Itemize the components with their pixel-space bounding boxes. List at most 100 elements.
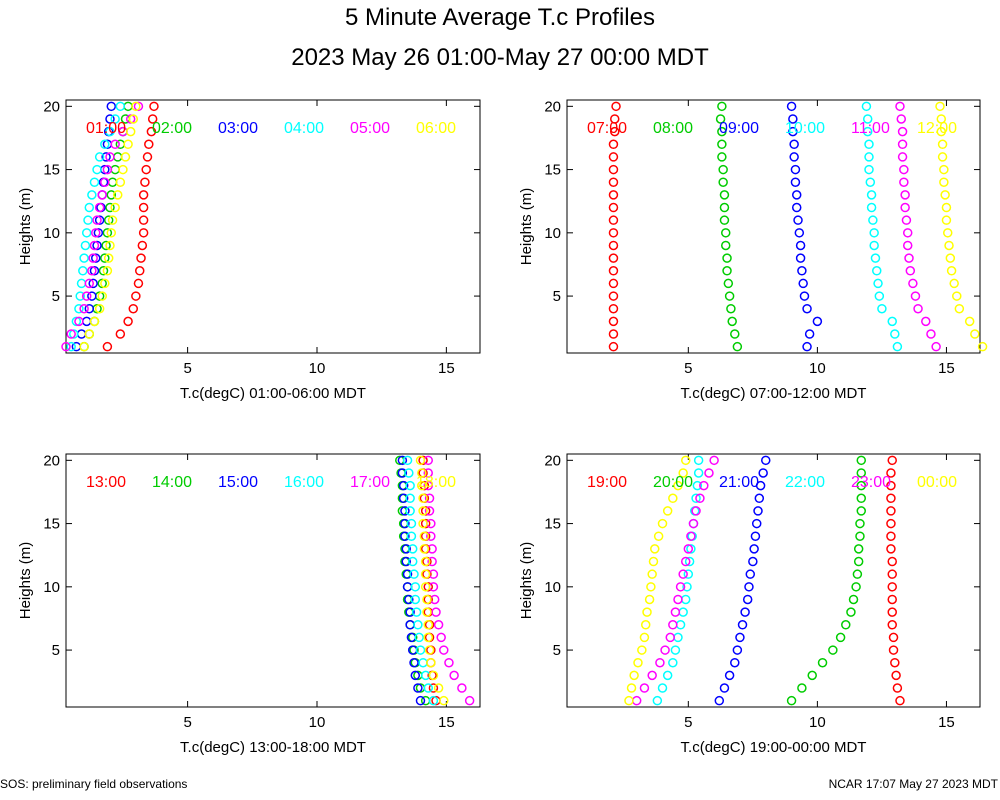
data-point [426,518,436,529]
data-point [647,670,657,681]
data-point [404,468,414,478]
data-point [886,544,896,554]
data-point [100,177,110,187]
data-point [423,455,433,466]
data-point [80,240,91,251]
x-tick-label: 5 [183,360,191,377]
data-point [877,303,887,314]
data-point [405,620,415,630]
data-point [683,569,694,579]
data-point [719,190,730,200]
legend-entry: 10:00 [785,120,825,137]
data-point [723,278,734,289]
data-point [683,544,694,554]
data-point [709,455,719,466]
data-point [398,480,409,491]
plot-frame [566,453,981,708]
data-point [76,278,87,289]
data-point [799,291,810,301]
data-point [439,645,449,655]
data-point [92,215,102,225]
data-point [755,480,766,491]
data-point [652,695,663,706]
data-point [892,683,903,693]
data-point [81,228,92,238]
data-point [793,215,803,225]
data-point [964,316,975,327]
data-point [100,253,110,263]
plot-frame [65,99,481,354]
data-point [791,202,802,213]
data-point [653,531,664,541]
data-point [110,114,120,124]
data-point [97,278,107,289]
data-point [413,620,423,630]
data-point [457,683,467,693]
data-point [939,177,949,187]
data-point [695,493,705,504]
data-point [89,177,100,187]
data-point [113,152,123,162]
data-point [610,126,620,137]
data-point [410,582,421,592]
data-point [91,228,101,238]
data-point [464,695,475,706]
data-point [797,266,807,276]
data-point [401,544,412,554]
data-point [678,607,688,617]
data-point [887,556,897,567]
y-tick-label: 10 [43,225,60,242]
data-point [692,480,703,491]
data-point [89,316,100,327]
data-point [791,190,802,200]
data-point [954,303,965,314]
data-point [608,177,619,187]
data-point [864,164,874,175]
data-point [737,620,748,630]
data-point [862,126,873,137]
data-point [732,645,743,655]
data-point [97,291,107,301]
data-point [147,114,158,124]
x-axis-label: T.c(degC) 13:00-18:00 MDT [180,739,366,756]
legend-entry: 11:00 [851,120,890,137]
data-point [856,468,867,478]
data-point [869,228,879,238]
data-point [608,278,619,289]
data-point [740,607,750,617]
data-point [720,228,731,238]
data-point [888,645,899,655]
data-point [949,278,959,289]
data-point [864,139,874,150]
data-point [719,202,730,213]
data-point [417,468,427,478]
data-point [897,152,908,162]
data-point [74,316,84,327]
data-point [751,518,762,529]
y-tick-label: 15 [43,516,60,533]
data-point [87,291,97,301]
data-point [89,240,100,251]
data-point [88,253,98,263]
data-point [608,152,619,162]
data-point [680,594,691,605]
data-point [899,164,909,175]
data-point [704,468,714,478]
data-point [107,215,118,225]
data-point [428,695,439,706]
data-point [715,114,726,124]
data-point [102,228,113,238]
data-point [71,316,82,327]
data-point [639,683,650,693]
data-point [789,152,799,162]
data-point [724,670,735,681]
data-point [797,683,807,693]
data-point [644,594,655,605]
data-point [748,556,758,567]
data-point [84,278,95,289]
legend-entry: 00:00 [917,474,957,491]
data-point [415,695,426,706]
data-point [812,316,823,327]
legend-entry: 05:00 [350,120,390,137]
data-point [647,569,657,579]
